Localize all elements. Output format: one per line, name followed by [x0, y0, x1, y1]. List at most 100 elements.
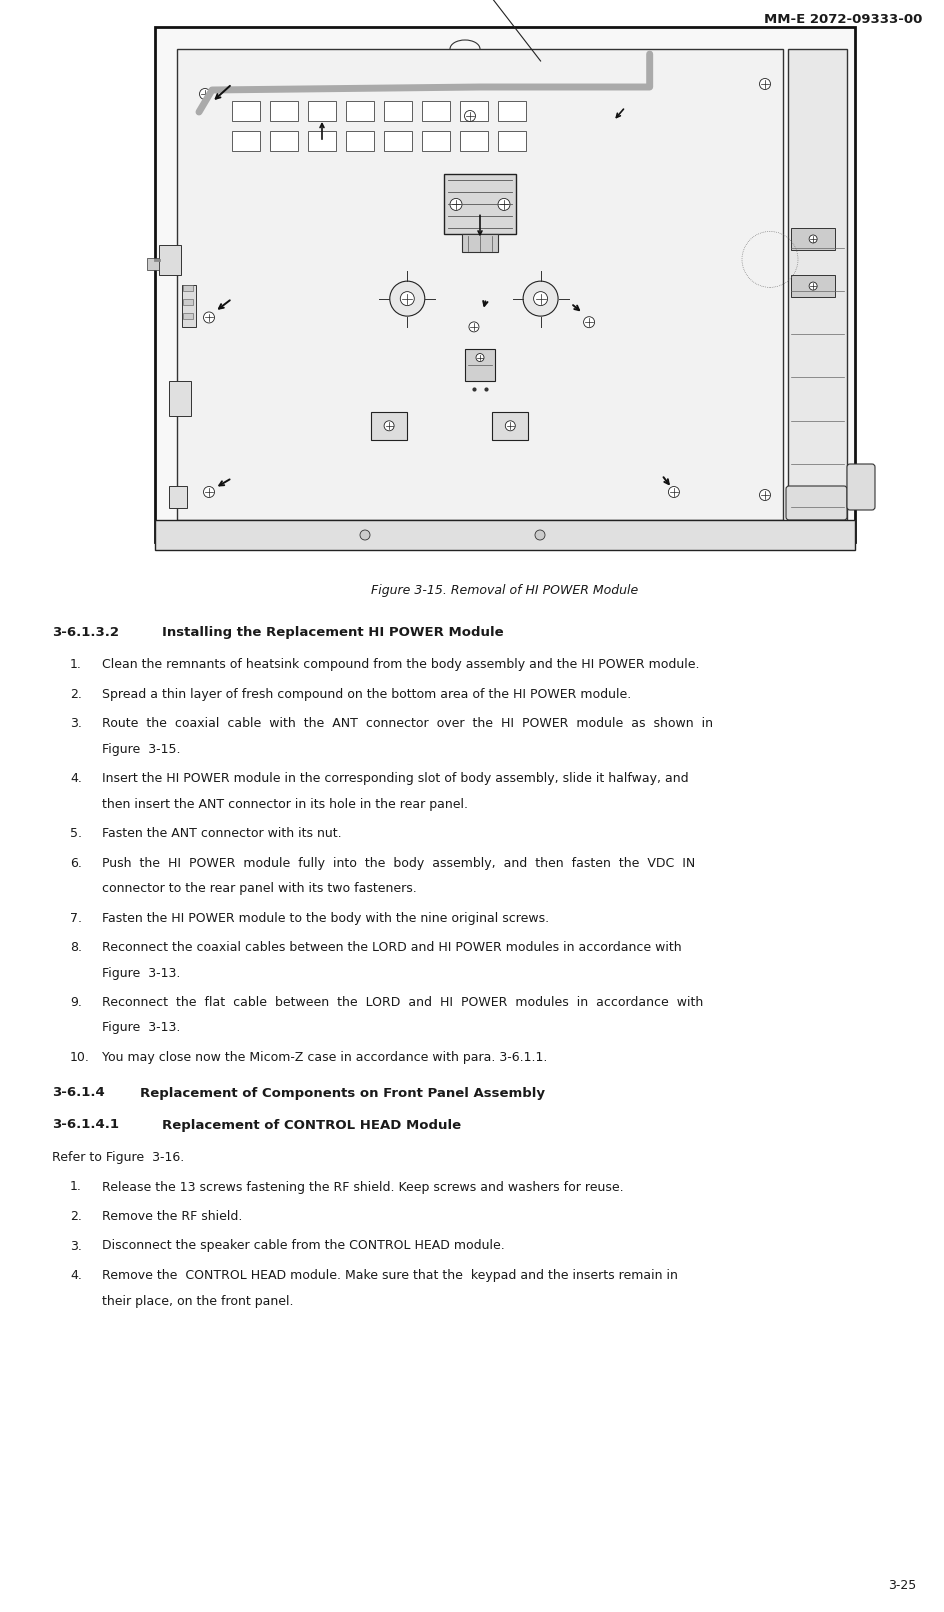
Bar [371, 411, 407, 440]
FancyBboxPatch shape [786, 485, 847, 521]
Bar [169, 485, 187, 508]
Text: 8.: 8. [70, 941, 82, 954]
Text: 7.: 7. [70, 911, 82, 925]
Bar [169, 382, 191, 416]
Circle shape [498, 198, 510, 211]
Bar [183, 313, 193, 319]
Text: 4.: 4. [70, 1269, 82, 1282]
Circle shape [535, 530, 545, 540]
Text: 3-6.1.4.1: 3-6.1.4.1 [52, 1119, 119, 1132]
Circle shape [384, 421, 394, 430]
Bar [232, 102, 260, 121]
Bar [444, 174, 516, 234]
Text: Figure  3-13.: Figure 3-13. [102, 967, 180, 980]
Circle shape [505, 421, 515, 430]
Text: Disconnect the speaker cable from the CONTROL HEAD module.: Disconnect the speaker cable from the CO… [102, 1240, 505, 1253]
Bar [791, 276, 835, 297]
Bar [422, 131, 450, 152]
Bar [155, 521, 855, 550]
Text: Remove the  CONTROL HEAD module. Make sure that the  keypad and the inserts rema: Remove the CONTROL HEAD module. Make sur… [102, 1269, 678, 1282]
Text: their place, on the front panel.: their place, on the front panel. [102, 1294, 294, 1307]
Bar [384, 102, 412, 121]
Text: then insert the ANT connector in its hole in the rear panel.: then insert the ANT connector in its hol… [102, 798, 468, 811]
Text: MM-E 2072-09333-00: MM-E 2072-09333-00 [764, 13, 922, 26]
Text: Remove the RF shield.: Remove the RF shield. [102, 1211, 243, 1224]
Text: Release the 13 screws fastening the RF shield. Keep screws and washers for reuse: Release the 13 screws fastening the RF s… [102, 1180, 624, 1193]
Text: Fasten the ANT connector with its nut.: Fasten the ANT connector with its nut. [102, 827, 342, 840]
Bar [346, 102, 374, 121]
Bar [346, 131, 374, 152]
Circle shape [199, 89, 211, 100]
Text: 3-6.1.3.2: 3-6.1.3.2 [52, 625, 119, 638]
Text: Replacement of CONTROL HEAD Module: Replacement of CONTROL HEAD Module [162, 1119, 461, 1132]
Bar [498, 131, 526, 152]
Text: Spread a thin layer of fresh compound on the bottom area of the HI POWER module.: Spread a thin layer of fresh compound on… [102, 687, 632, 701]
Text: Route  the  coaxial  cable  with  the  ANT  connector  over  the  HI  POWER  mod: Route the coaxial cable with the ANT con… [102, 717, 713, 730]
Circle shape [809, 235, 818, 243]
Bar [465, 348, 495, 380]
Circle shape [760, 79, 770, 90]
Bar [159, 245, 181, 276]
Circle shape [583, 316, 595, 327]
Bar [147, 258, 159, 271]
Circle shape [760, 490, 770, 500]
Bar [791, 227, 835, 250]
Text: Installing the Replacement HI POWER Module: Installing the Replacement HI POWER Modu… [162, 625, 504, 638]
Ellipse shape [390, 280, 425, 316]
Bar [384, 131, 412, 152]
Circle shape [360, 530, 370, 540]
Bar [462, 234, 498, 253]
FancyBboxPatch shape [847, 464, 875, 509]
Text: 9.: 9. [70, 996, 82, 1009]
Bar [232, 131, 260, 152]
Text: Insert the HI POWER module in the corresponding slot of body assembly, slide it : Insert the HI POWER module in the corres… [102, 772, 688, 785]
Text: 10.: 10. [70, 1051, 90, 1064]
Bar [498, 102, 526, 121]
Circle shape [809, 282, 818, 290]
Text: Figure  3-13.: Figure 3-13. [102, 1022, 180, 1035]
Text: 4.: 4. [70, 772, 82, 785]
Text: 1.: 1. [70, 658, 82, 671]
Circle shape [668, 487, 680, 498]
Text: Clean the remnants of heatsink compound from the body assembly and the HI POWER : Clean the remnants of heatsink compound … [102, 658, 700, 671]
Text: Push  the  HI  POWER  module  fully  into  the  body  assembly,  and  then  fast: Push the HI POWER module fully into the … [102, 856, 695, 869]
Text: 6.: 6. [70, 856, 82, 869]
Text: Reconnect  the  flat  cable  between  the  LORD  and  HI  POWER  modules  in  ac: Reconnect the flat cable between the LOR… [102, 996, 703, 1009]
Text: Replacement of Components on Front Panel Assembly: Replacement of Components on Front Panel… [140, 1086, 545, 1099]
Text: connector to the rear panel with its two fasteners.: connector to the rear panel with its two… [102, 882, 416, 895]
Text: Figure 3-15. Removal of HI POWER Module: Figure 3-15. Removal of HI POWER Module [371, 584, 639, 596]
Text: 3.: 3. [70, 1240, 82, 1253]
Bar [183, 298, 193, 305]
Text: 3.: 3. [70, 717, 82, 730]
Ellipse shape [523, 280, 558, 316]
Text: 3-25: 3-25 [887, 1580, 916, 1593]
Text: Reconnect the coaxial cables between the LORD and HI POWER modules in accordance: Reconnect the coaxial cables between the… [102, 941, 682, 954]
Circle shape [464, 111, 476, 121]
Circle shape [400, 292, 414, 306]
Text: Refer to Figure  3-16.: Refer to Figure 3-16. [52, 1151, 184, 1164]
Circle shape [204, 487, 214, 498]
Bar [788, 48, 847, 521]
Bar [182, 285, 196, 327]
Bar [270, 102, 298, 121]
Bar [177, 48, 783, 521]
Text: 1.: 1. [70, 1180, 82, 1193]
Bar [308, 131, 336, 152]
Circle shape [476, 353, 484, 361]
Circle shape [469, 322, 479, 332]
Circle shape [450, 198, 462, 211]
Bar [493, 411, 529, 440]
Circle shape [204, 313, 214, 322]
Bar [183, 285, 193, 290]
Text: You may close now the Micom-Z case in accordance with para. 3-6.1.1.: You may close now the Micom-Z case in ac… [102, 1051, 548, 1064]
Circle shape [533, 292, 548, 306]
Bar [460, 131, 488, 152]
Text: 3-6.1.4: 3-6.1.4 [52, 1086, 105, 1099]
Text: Figure  3-15.: Figure 3-15. [102, 743, 180, 756]
Bar [155, 27, 855, 542]
Text: 5.: 5. [70, 827, 82, 840]
Bar [308, 102, 336, 121]
Bar [422, 102, 450, 121]
Bar [270, 131, 298, 152]
Text: 2.: 2. [70, 1211, 82, 1224]
